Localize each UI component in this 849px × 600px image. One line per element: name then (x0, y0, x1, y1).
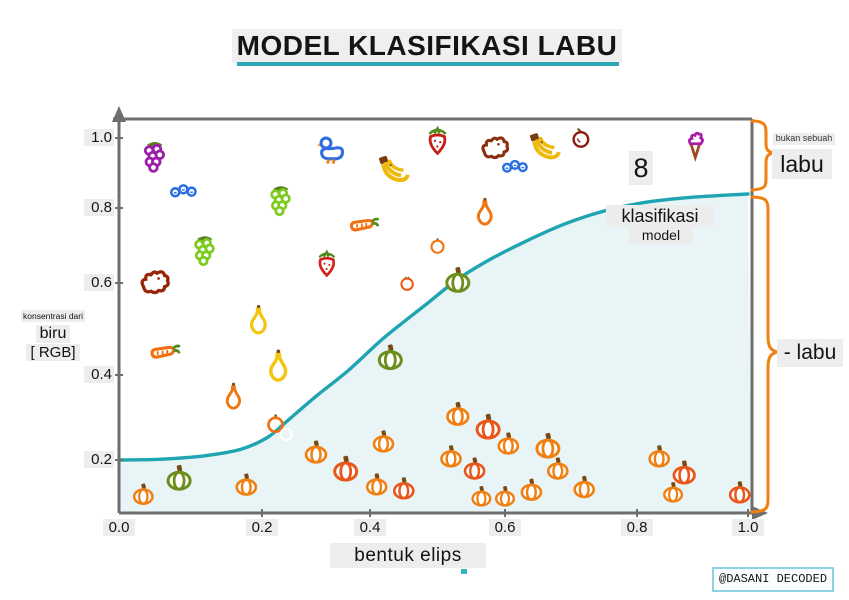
brace-pumpkin (750, 195, 783, 514)
pumpkin-icon (132, 483, 154, 505)
right-label-not-pumpkin-line2: labu (772, 149, 832, 179)
strawberry-icon (318, 249, 336, 278)
pumpkin-icon (475, 413, 501, 440)
y-tick-label: 1.0 (84, 129, 114, 146)
y-axis-title-line1: konsentrasi dari (20, 310, 85, 322)
y-tick-label: 0.8 (84, 199, 114, 216)
y-axis-title-line3: [ RGB] (26, 344, 80, 361)
berries-icon (501, 159, 528, 173)
ring-icon (267, 414, 284, 434)
x-tick-label: 1.0 (732, 519, 764, 536)
pumpkin-icon (520, 478, 543, 501)
pumpkin-icon (546, 457, 569, 480)
pumpkin-icon (440, 445, 462, 468)
curve-fill (119, 194, 752, 513)
pumpkin-icon (471, 485, 492, 507)
watermark-badge: @DASANI DECODED (712, 567, 835, 592)
y-tick-label: 0.2 (84, 451, 114, 468)
pumpkin-icon (494, 485, 516, 507)
pumpkin-icon (392, 477, 415, 500)
y-tick-label: 0.6 (84, 274, 114, 291)
classification-curve (117, 192, 750, 462)
cursor-mark (461, 569, 467, 574)
y-tick-label: 0.4 (84, 366, 114, 383)
x-axis-title: bentuk elips (330, 543, 486, 568)
dog-icon (140, 270, 170, 295)
grapes-icon (270, 186, 291, 217)
title-underline (237, 62, 619, 66)
pumpkin-icon (235, 473, 258, 496)
pumpkin-icon (365, 473, 388, 496)
tomato-icon (400, 276, 414, 291)
right-label-pumpkin: - labu (777, 339, 843, 367)
page-title: MODEL KLASIFIKASI LABU (232, 29, 622, 63)
pumpkin-icon (672, 460, 696, 485)
strawberry-icon (428, 125, 447, 156)
pumpkin-icon (446, 401, 470, 426)
carrot-icon (150, 344, 181, 359)
berries-icon (169, 184, 197, 198)
grapes-icon (143, 142, 166, 173)
tick-marks (115, 137, 749, 517)
pumpkin-icon (535, 432, 561, 459)
ring-icon (279, 427, 294, 442)
pumpkin-icon (573, 475, 596, 499)
x-tick-label: 0.0 (103, 519, 135, 536)
pumpkin-icon (372, 430, 395, 453)
brace-not-pumpkin (750, 119, 775, 192)
x-axis-arrow (752, 506, 768, 520)
pumpkin-icon (497, 432, 520, 455)
y-axis-title-line2: biru (35, 325, 71, 343)
pumpkin-icon (445, 267, 471, 293)
pumpkin-icon (377, 344, 403, 371)
pear-icon (250, 304, 267, 335)
apple-icon (572, 128, 590, 148)
pear-icon (476, 197, 493, 226)
orange-icon (430, 238, 445, 254)
pumpkin-icon (304, 440, 328, 464)
pear-icon (269, 349, 288, 382)
duck-icon (317, 136, 345, 165)
dog-icon (481, 136, 510, 160)
x-tick-label: 0.6 (489, 519, 521, 536)
pumpkin-icon (463, 457, 486, 480)
x-tick-label: 0.4 (354, 519, 386, 536)
x-tick-label: 0.8 (621, 519, 653, 536)
banana-icon (529, 133, 561, 160)
y-axis-title: konsentrasi dari biru [ RGB] (14, 306, 92, 362)
carrot-icon (349, 217, 380, 232)
banana-icon (378, 155, 410, 183)
annotation-8: 8 (629, 151, 653, 185)
x-tick-label: 0.2 (246, 519, 278, 536)
pumpkin-icon (333, 455, 359, 482)
grapes-icon (194, 236, 215, 267)
pumpkin-icon (728, 481, 751, 504)
pear-icon (225, 382, 241, 410)
pumpkin-icon (648, 445, 671, 468)
curve-label-line2: model (629, 227, 693, 244)
plot-frame (113, 116, 760, 515)
y-axis-arrow (112, 106, 126, 122)
icecream-icon (687, 131, 704, 163)
right-label-not-pumpkin-line1: bukan sebuah (773, 133, 835, 145)
pumpkin-icon (663, 481, 684, 503)
curve-label-line1: klasifikasi (606, 205, 714, 227)
pumpkin-icon (166, 464, 192, 491)
